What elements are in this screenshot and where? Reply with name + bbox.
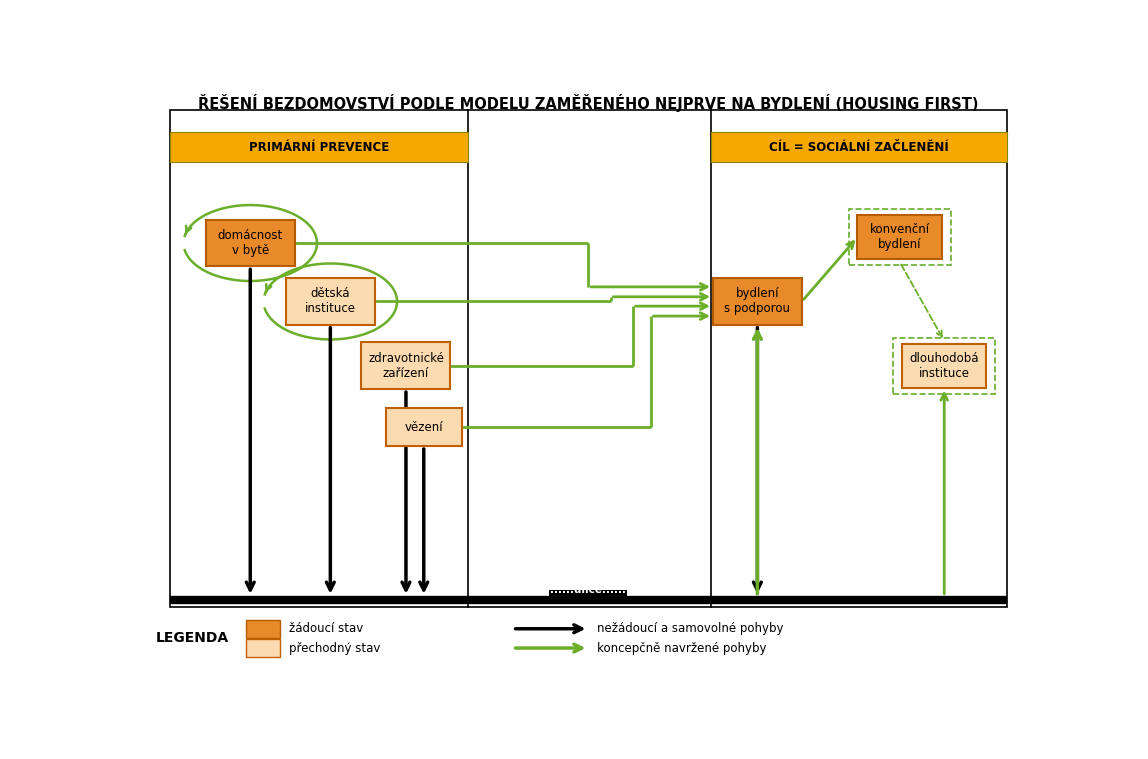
Bar: [386, 408, 461, 446]
Text: PRIMÁRNÍ PREVENCE: PRIMÁRNÍ PREVENCE: [249, 140, 389, 153]
Bar: [713, 278, 801, 325]
Text: domácnost
v bytě: domácnost v bytě: [218, 229, 282, 257]
Bar: [848, 209, 951, 265]
Bar: [362, 342, 450, 389]
Bar: [170, 132, 468, 162]
Text: koncepčně navržené pohyby: koncepčně navržené pohyby: [597, 641, 767, 654]
Bar: [858, 216, 943, 259]
Bar: [711, 132, 1007, 162]
Text: LEGENDA: LEGENDA: [156, 631, 228, 645]
Text: žádoucí stav: žádoucí stav: [288, 622, 363, 635]
Text: ŘEŠENÍ BEZDOMOVSTVÍ PODLE MODELU ZAMĚŘENÉHO NEJPRVE NA BYDLENÍ (HOUSING FIRST): ŘEŠENÍ BEZDOMOVSTVÍ PODLE MODELU ZAMĚŘEN…: [199, 94, 978, 112]
Bar: [170, 110, 1007, 606]
Bar: [893, 338, 995, 393]
Text: přechodný stav: přechodný stav: [288, 641, 380, 654]
Text: CÍL = SOCIÁLNÍ ZAČLENĚNÍ: CÍL = SOCIÁLNÍ ZAČLENĚNÍ: [769, 140, 948, 153]
Bar: [286, 278, 374, 325]
Text: zdravotnické
zařízení: zdravotnické zařízení: [369, 351, 444, 380]
Text: vězení: vězení: [404, 420, 443, 433]
Bar: [902, 344, 986, 388]
Text: nežádoucí a samovolné pohyby: nežádoucí a samovolné pohyby: [597, 622, 784, 635]
Text: ......ulice......: ......ulice......: [550, 584, 627, 594]
Text: dlouhodobá
instituce: dlouhodobá instituce: [909, 351, 979, 380]
Bar: [246, 639, 280, 657]
Text: dětská
instituce: dětská instituce: [305, 288, 356, 316]
Text: bydlení
s podporou: bydlení s podporou: [724, 288, 790, 316]
Bar: [205, 219, 295, 266]
Bar: [246, 620, 280, 638]
Bar: [549, 590, 628, 603]
Text: konvenční
bydlení: konvenční bydlení: [870, 223, 930, 251]
